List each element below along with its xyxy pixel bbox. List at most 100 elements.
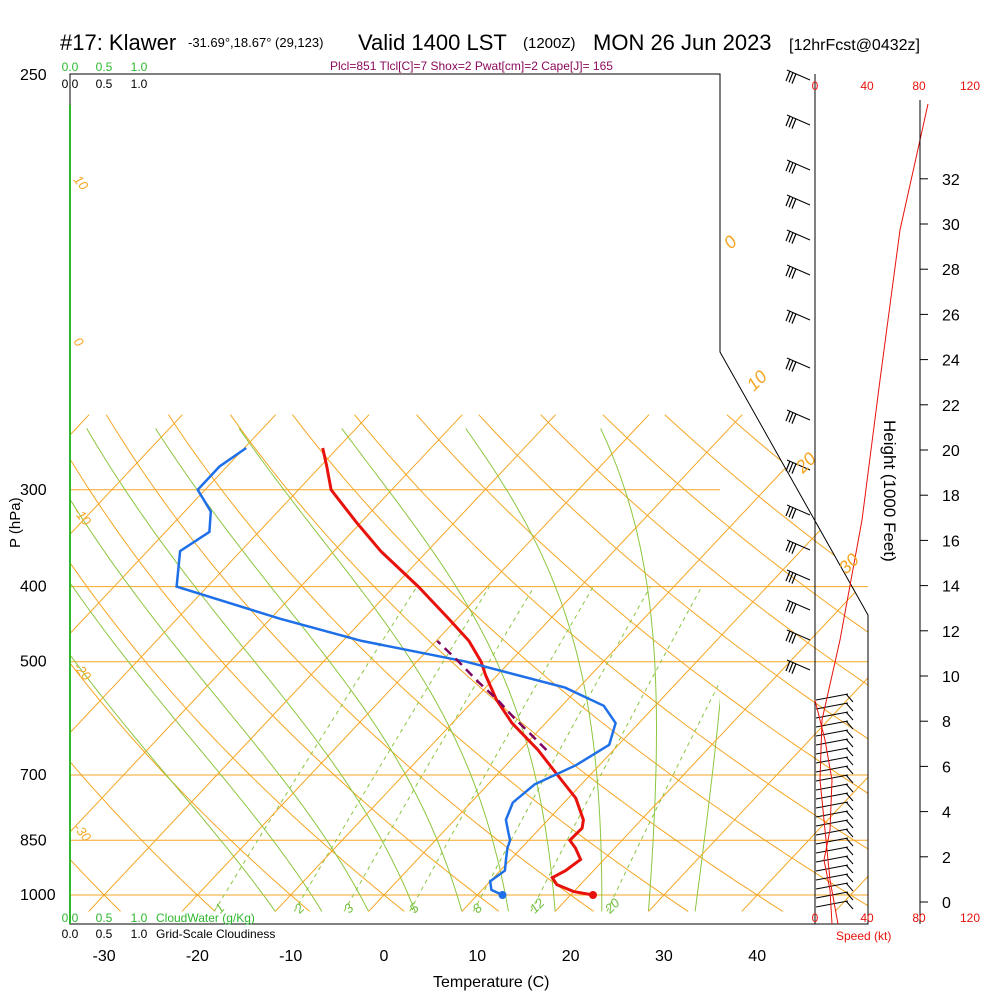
temperature-tick-label: 0 bbox=[380, 948, 389, 965]
isotherm-line bbox=[368, 414, 836, 912]
dry-adiabat bbox=[105, 414, 594, 912]
cloud-scale-tick: 1.0 bbox=[131, 927, 148, 941]
dry-adiabat bbox=[70, 414, 500, 912]
cloud-scale-tick: 0.0 bbox=[62, 77, 79, 91]
moist-adiabat bbox=[70, 498, 370, 912]
height-tick-label: 28 bbox=[942, 262, 960, 279]
speed-tick-label: 80 bbox=[912, 911, 926, 925]
x-axis-label: Temperature (C) bbox=[433, 974, 549, 991]
mixing-ratio-lines: 1 2 3 5 8 12 20 bbox=[212, 586, 720, 917]
mixing-ratio-line bbox=[530, 586, 703, 912]
moist-adiabat bbox=[155, 428, 463, 912]
pressure-tick-label: 250 bbox=[20, 67, 47, 84]
pressure-tick-label: 300 bbox=[20, 482, 47, 499]
wind-barb bbox=[815, 801, 854, 811]
station-coords: -31.69°,18.67° (29,123) bbox=[188, 35, 323, 50]
utc-time: (1200Z) bbox=[523, 35, 576, 52]
pressure-tick-label: 500 bbox=[20, 654, 47, 671]
wind-barb bbox=[785, 569, 811, 584]
height-tick-label: 8 bbox=[942, 714, 951, 731]
isotherm-line bbox=[648, 414, 868, 912]
isotherm-label: 0 bbox=[71, 334, 88, 350]
moist-adiabat bbox=[238, 428, 509, 912]
wind-barb bbox=[785, 159, 811, 174]
height-tick-label: 18 bbox=[942, 488, 960, 505]
temperature-tick-label: -10 bbox=[279, 948, 302, 965]
dry-adiabat bbox=[70, 414, 121, 912]
parcel-profile bbox=[436, 640, 548, 751]
height-tick-label: 26 bbox=[942, 307, 960, 324]
dry-adiabat bbox=[292, 414, 868, 912]
temperature-tick-label: -30 bbox=[93, 948, 116, 965]
height-tick-label: 12 bbox=[942, 624, 960, 641]
speed-tick-label: 0 bbox=[812, 911, 819, 925]
height-pressure-curve bbox=[819, 103, 929, 925]
dry-adiabat bbox=[70, 414, 405, 912]
mixing-ratio-label: 20 bbox=[601, 895, 623, 917]
wind-barb bbox=[815, 900, 854, 910]
cloud-scale-tick: 0.5 bbox=[96, 911, 113, 925]
wind-barb bbox=[785, 409, 811, 424]
sounding-indices: Plcl=851 Tlcl[C]=7 Shox=2 Pwat[cm]=2 Cap… bbox=[330, 59, 613, 73]
wind-barb bbox=[785, 459, 811, 474]
height-tick-label: 4 bbox=[942, 805, 951, 822]
adiabat-temp-label: 20 bbox=[791, 449, 820, 478]
cloudiness-label: Grid-Scale Cloudiness bbox=[156, 927, 275, 941]
dry-adiabat bbox=[602, 414, 868, 912]
adiabat-temp-label: 10 bbox=[743, 367, 771, 395]
wind-barb bbox=[815, 855, 854, 865]
wind-barb bbox=[815, 693, 854, 703]
wind-barb bbox=[815, 810, 854, 820]
temperature-tick-label: 10 bbox=[468, 948, 486, 965]
wind-speed-profile bbox=[814, 699, 833, 925]
pressure-tick-label: 400 bbox=[20, 579, 47, 596]
wind-barb bbox=[815, 864, 854, 874]
wind-barbs bbox=[785, 69, 854, 910]
cloud-scale-tick: 1.0 bbox=[131, 60, 148, 74]
temperature-profile bbox=[321, 447, 594, 897]
wind-barb bbox=[815, 774, 854, 784]
moist-adiabat bbox=[70, 581, 323, 912]
height-tick-label: 10 bbox=[942, 669, 960, 686]
height-tick-label: 6 bbox=[942, 759, 951, 776]
moist-adiabat bbox=[341, 428, 556, 912]
temperature-tick-label: 40 bbox=[748, 948, 766, 965]
cloud-scale-tick: 0.5 bbox=[96, 60, 113, 74]
wind-barb bbox=[815, 882, 854, 892]
dry-adiabat bbox=[850, 414, 868, 912]
temperature-tick-label: 20 bbox=[562, 948, 580, 965]
cloud-scale-tick: 0.0 bbox=[62, 911, 79, 925]
dry-adiabat bbox=[229, 414, 784, 912]
speed-tick-label: 40 bbox=[860, 79, 874, 93]
wind-barb bbox=[785, 539, 811, 554]
surface-dewpoint-point bbox=[498, 891, 507, 899]
speed-tick-label: 120 bbox=[960, 911, 980, 925]
wind-barb bbox=[815, 702, 854, 712]
isotherm-line bbox=[70, 414, 370, 912]
cloud-scale-tick: 0.5 bbox=[96, 927, 113, 941]
moist-adiabat bbox=[600, 428, 657, 912]
wind-barb bbox=[815, 873, 854, 883]
moist-adiabat bbox=[465, 428, 603, 912]
isotherm-line bbox=[274, 414, 743, 912]
height-tick-label: 30 bbox=[942, 217, 960, 234]
y-axis-label: P (hPa) bbox=[7, 497, 24, 548]
isotherm-line bbox=[70, 414, 463, 912]
isobar-lines bbox=[70, 489, 868, 896]
speed-tick-label: 120 bbox=[960, 79, 980, 93]
isotherms bbox=[70, 414, 868, 912]
speed-tick-label: 0 bbox=[812, 79, 819, 93]
isotherm-line bbox=[88, 414, 556, 912]
wind-barb bbox=[815, 756, 854, 766]
cloud-scale-bottom: 0.0 0.0 0.5 0.5 1.0 1.0 bbox=[62, 911, 148, 941]
valid-date: MON 26 Jun 2023 bbox=[593, 30, 772, 55]
wind-barb bbox=[815, 828, 854, 838]
speed-tick-label: 80 bbox=[912, 79, 926, 93]
speed-ticks-top: 0 40 80 120 bbox=[812, 79, 981, 93]
mixing-ratio-line bbox=[213, 586, 418, 912]
height-tick-label: 16 bbox=[942, 533, 960, 550]
isotherm-line bbox=[461, 414, 868, 912]
mixing-ratio-label: 12 bbox=[526, 895, 547, 916]
plot-frame bbox=[69, 73, 869, 925]
